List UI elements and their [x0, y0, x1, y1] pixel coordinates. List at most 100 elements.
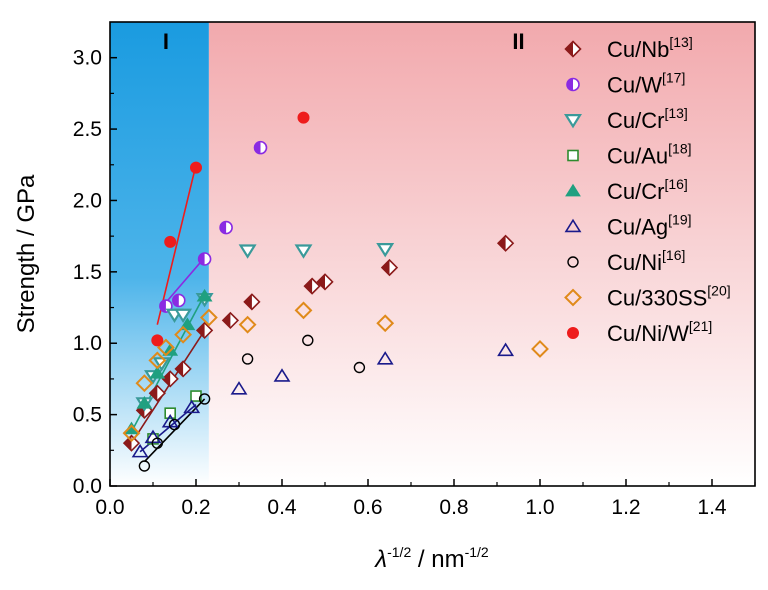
fit-line-series-9 [156, 164, 197, 325]
data-markers [122, 111, 549, 472]
data-point [497, 342, 515, 357]
data-point [238, 315, 257, 334]
data-point [294, 301, 313, 320]
legend-item: Cu/Au[18] [567, 141, 692, 169]
data-point [253, 140, 268, 155]
legend-label: Cu/Cr[16] [607, 176, 688, 204]
data-point [241, 353, 254, 365]
data-point [376, 351, 394, 365]
data-point [131, 443, 149, 458]
x-tick-label: 0.2 [181, 496, 210, 519]
fit-line-series-2 [160, 257, 206, 309]
region-2-label: II [512, 29, 524, 54]
data-point [196, 288, 213, 302]
y-tick-label: 2.5 [73, 118, 102, 141]
data-point [174, 360, 192, 378]
data-point [195, 321, 214, 340]
legend-marker [566, 77, 580, 92]
x-tick-label: 1.0 [525, 496, 554, 519]
y-tick-label: 1.5 [73, 261, 102, 284]
legend-item: Cu/Ag[19] [564, 212, 692, 240]
legend-marker [564, 218, 582, 233]
series-2 [159, 140, 268, 313]
data-point [190, 161, 202, 174]
data-point [197, 252, 212, 266]
data-point [164, 407, 176, 419]
data-point [198, 393, 211, 405]
series-5 [123, 288, 213, 435]
legend: Cu/Nb[13] Cu/W[17] Cu/Cr[13] Cu/Au[18] Cu/Cr… [564, 34, 731, 346]
data-point [302, 334, 314, 347]
legend-marker [567, 256, 579, 268]
y-axis-title: Strength / GPa [13, 174, 40, 333]
data-point [151, 334, 164, 347]
region-1-background [110, 22, 209, 486]
y-tick-label: 0.5 [73, 404, 102, 427]
x-tick-label: 0.4 [267, 496, 297, 519]
data-point [174, 308, 193, 324]
legend-item: Cu/Ni[16] [567, 247, 685, 275]
data-point [199, 308, 218, 327]
data-point [243, 293, 261, 311]
y-axis: 0.0 0.5 1.0 1.5 2.0 2.5 3.0 [73, 47, 117, 498]
legend-item: Cu/Ni/W[21] [567, 318, 712, 346]
data-point [376, 314, 395, 333]
data-point [151, 437, 164, 449]
data-point [135, 374, 154, 393]
data-point [496, 234, 515, 252]
legend-marker [567, 327, 579, 339]
region-2-background [208, 22, 755, 486]
legend-marker [565, 183, 581, 197]
data-point [183, 399, 201, 414]
data-point [174, 325, 193, 344]
data-point [122, 434, 141, 452]
region-backgrounds [110, 22, 755, 486]
x-tick-label: 1.4 [697, 496, 727, 519]
data-point [230, 381, 248, 395]
data-point [316, 273, 334, 291]
legend-marker [567, 149, 579, 162]
legend-label: Cu/Cr[13] [607, 105, 688, 133]
data-point [273, 368, 291, 382]
data-point [221, 311, 240, 330]
legend-label: Cu/Ni/W[21] [607, 318, 712, 346]
x-tick-label: 0.8 [439, 496, 468, 519]
series-7 [138, 334, 366, 472]
legend-marker [564, 40, 582, 58]
x-axis-title-sup1: -1/2 [387, 544, 411, 560]
data-point [219, 220, 233, 235]
data-point [148, 384, 166, 402]
legend-item: Cu/Cr[13] [564, 105, 688, 133]
data-point [303, 277, 321, 295]
x-axis-title-sup2: -1/2 [465, 544, 489, 560]
y-tick-label: 1.0 [73, 332, 102, 355]
legend-item: Cu/330SS[20] [564, 283, 731, 311]
data-point [376, 243, 395, 258]
data-point [138, 460, 151, 472]
legend-marker [564, 288, 582, 307]
data-point [294, 244, 313, 259]
legend-item: Cu/W[17] [566, 70, 685, 98]
data-point [136, 395, 153, 409]
x-axis-title-symbol: λ [373, 546, 387, 573]
series-1 [122, 234, 515, 452]
fit-line-series-1 [130, 329, 206, 444]
x-axis-title: λ-1/2 / nm-1/2 [373, 544, 489, 573]
y-tick-label: 2.0 [73, 189, 102, 212]
region-labels: I II [163, 29, 525, 54]
legend-label: Cu/Nb[13] [607, 34, 693, 62]
legend-item: Cu/Nb[13] [564, 34, 693, 62]
legend-label: Cu/W[17] [607, 70, 685, 98]
data-point [238, 244, 257, 259]
legend-item: Cu/Cr[16] [565, 176, 688, 204]
y-tick-label: 3.0 [73, 47, 102, 70]
data-point [172, 293, 186, 308]
data-point [297, 111, 310, 124]
fit-line-series-7 [143, 398, 206, 463]
data-point [531, 340, 549, 358]
x-tick-label: 0.6 [353, 496, 382, 519]
legend-label: Cu/Ni[16] [607, 247, 685, 275]
legend-label: Cu/330SS[20] [607, 283, 731, 311]
series-9 [151, 111, 310, 347]
data-point [168, 418, 181, 431]
